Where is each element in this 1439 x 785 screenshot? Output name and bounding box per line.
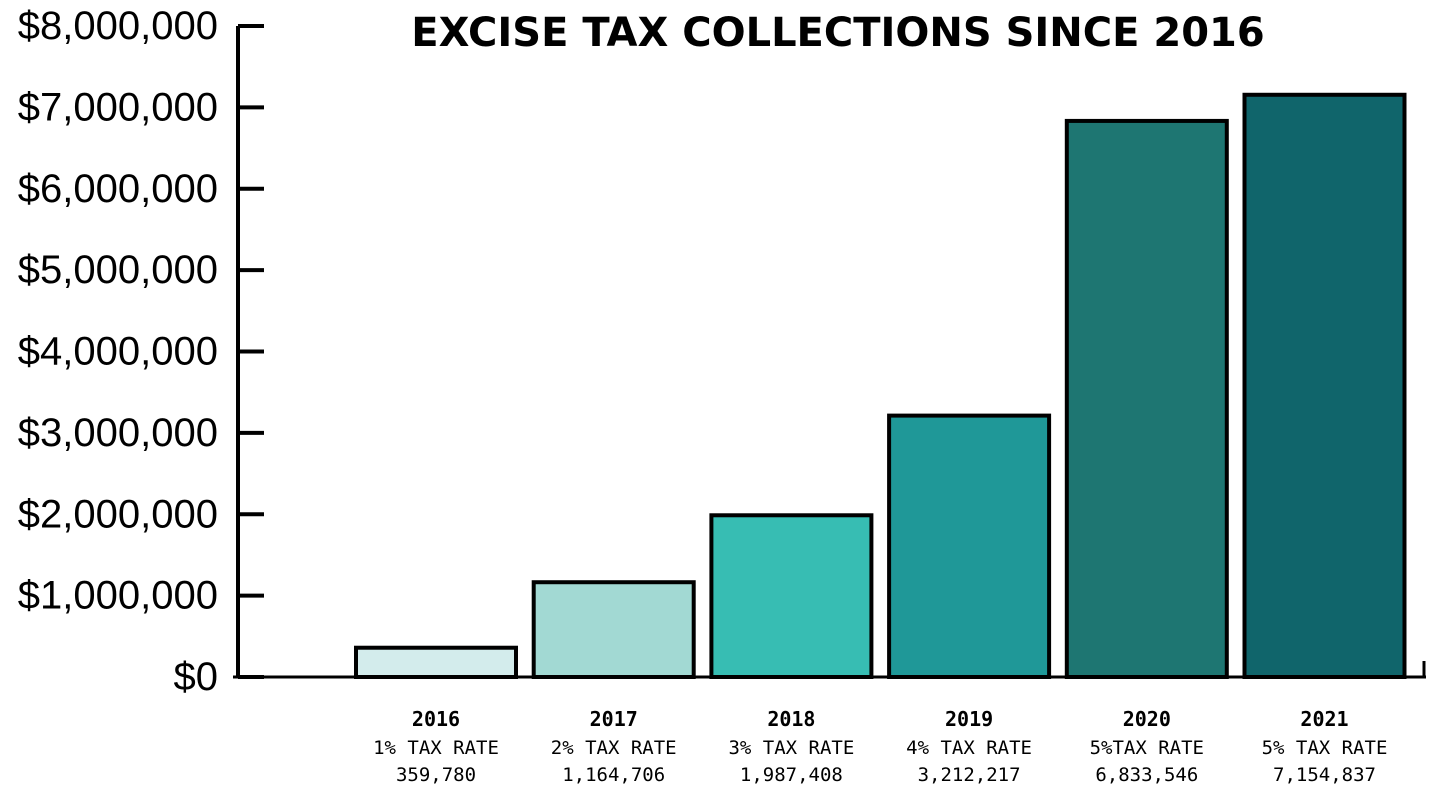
- bar-2017: [531, 580, 696, 679]
- bar-2020: [1064, 118, 1229, 680]
- x-value-label: 359,780: [396, 764, 476, 785]
- x-rate-label: 3% TAX RATE: [728, 737, 854, 759]
- x-year-label: 2021: [1300, 707, 1348, 731]
- y-tick-label: $5,000,000: [18, 248, 218, 292]
- x-value-label: 7,154,837: [1273, 764, 1376, 785]
- x-year-label: 2017: [590, 707, 638, 731]
- x-rate-label: 2% TAX RATE: [551, 737, 677, 759]
- x-year-label: 2019: [945, 707, 993, 731]
- x-rate-label: 5% TAX RATE: [1262, 737, 1388, 759]
- bars: [354, 92, 1407, 680]
- y-tick-label: $1,000,000: [18, 574, 218, 618]
- y-axis-ticks: $0 $1,000,000 $2,000,000 $3,000,000 $4,000,0…: [18, 4, 264, 699]
- x-year-label: 2020: [1123, 707, 1171, 731]
- y-tick-label: $2,000,000: [18, 492, 218, 536]
- x-value-label: 6,833,546: [1095, 764, 1198, 785]
- chart-title: EXCISE TAX COLLECTIONS SINCE 2016: [411, 10, 1264, 56]
- x-value-label: 1,164,706: [562, 764, 665, 785]
- bar-2019: [887, 413, 1052, 679]
- bar-2016: [354, 645, 518, 679]
- x-year-label: 2016: [412, 707, 460, 731]
- y-tick-label: $4,000,000: [18, 330, 218, 374]
- bar-2021: [1242, 92, 1407, 679]
- x-rate-label: 1% TAX RATE: [373, 737, 499, 759]
- x-value-label: 3,212,217: [918, 764, 1021, 785]
- y-tick-label: $0: [174, 655, 219, 699]
- y-tick-label: $8,000,000: [18, 4, 218, 48]
- x-value-label: 1,987,408: [740, 764, 843, 785]
- y-tick-label: $6,000,000: [18, 167, 218, 211]
- x-rate-label: 4% TAX RATE: [906, 737, 1032, 759]
- x-rate-label: 5%TAX RATE: [1090, 737, 1204, 759]
- x-year-label: 2018: [767, 707, 815, 731]
- y-tick-label: $7,000,000: [18, 85, 218, 129]
- x-axis-labels: 2016 1% TAX RATE 359,780 2017 2% TAX RATE 1,1…: [373, 707, 1387, 785]
- y-tick-label: $3,000,000: [18, 411, 218, 455]
- bar-2018: [709, 513, 874, 679]
